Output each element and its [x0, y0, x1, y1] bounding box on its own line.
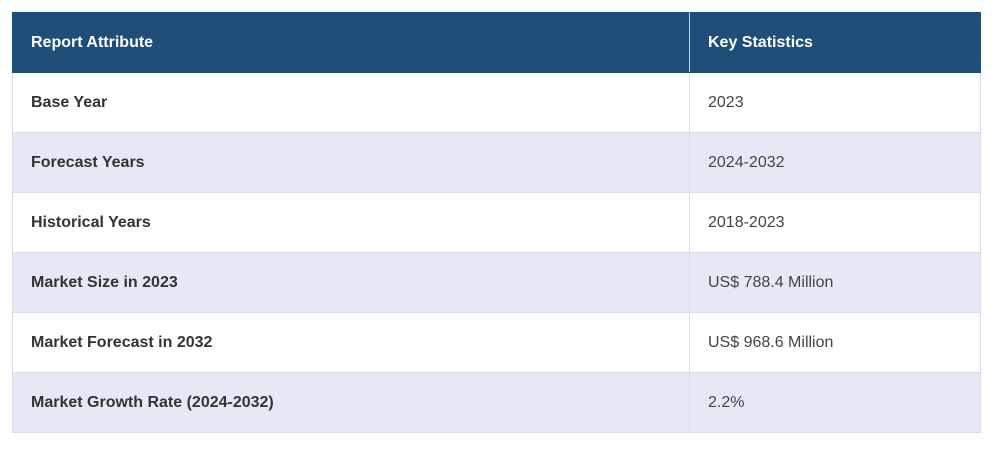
header-cell: Key Statistics: [689, 12, 981, 73]
header-row: Report Attribute Key Statistics: [12, 12, 981, 73]
table-row: Historical Years 2018-2023: [12, 192, 981, 253]
statistic-cell: 2018-2023: [689, 192, 981, 253]
table-body: Base Year 2023 Forecast Years 2024-2032 Hist…: [12, 72, 981, 433]
table-row: Forecast Years 2024-2032: [12, 132, 981, 193]
statistic-cell: 2023: [689, 72, 981, 133]
attribute-cell: Base Year: [12, 72, 690, 133]
attribute-cell: Market Forecast in 2032: [12, 312, 690, 373]
attribute-cell: Forecast Years: [12, 132, 690, 193]
statistic-cell: US$ 968.6 Million: [689, 312, 981, 373]
table-row: Market Size in 2023 US$ 788.4 Million: [12, 252, 981, 313]
stats-table: Report Attribute Key Statistics Base Yea…: [12, 12, 981, 433]
attribute-cell: Market Size in 2023: [12, 252, 690, 313]
table-header: Report Attribute Key Statistics: [12, 12, 981, 73]
statistic-cell: 2024-2032: [689, 132, 981, 193]
statistic-cell: 2.2%: [689, 372, 981, 433]
attribute-cell: Market Growth Rate (2024-2032): [12, 372, 690, 433]
attribute-cell: Historical Years: [12, 192, 690, 253]
table-row: Market Forecast in 2032 US$ 968.6 Million: [12, 312, 981, 373]
table-row: Market Growth Rate (2024-2032) 2.2%: [12, 372, 981, 433]
table-row: Base Year 2023: [12, 72, 981, 133]
header-cell: Report Attribute: [12, 12, 690, 73]
statistic-cell: US$ 788.4 Million: [689, 252, 981, 313]
